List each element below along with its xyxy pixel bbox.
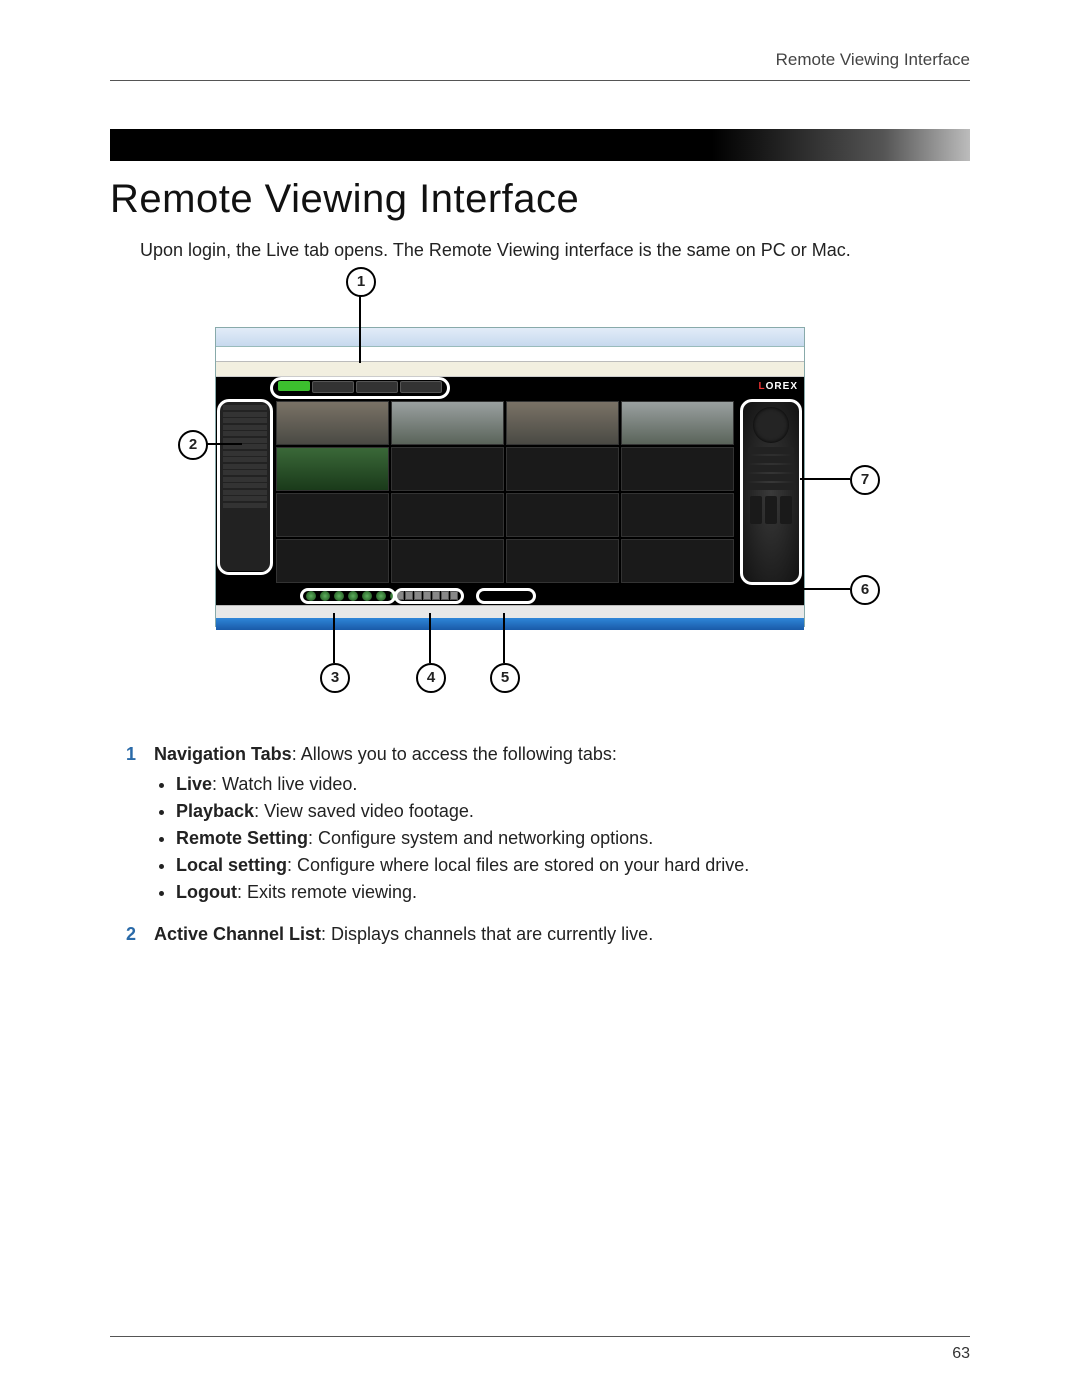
video-tile[interactable] [621, 539, 734, 583]
desc-body: Navigation Tabs: Allows you to access th… [154, 741, 970, 907]
video-tile[interactable] [621, 401, 734, 445]
windows-taskbar [216, 618, 804, 630]
browser-statusbar [216, 605, 804, 618]
bullet: Live: Watch live video. [176, 771, 970, 797]
video-tile[interactable] [506, 447, 619, 491]
desc-bullets: Live: Watch live video. Playback: View s… [154, 771, 970, 905]
bullet: Remote Setting: Configure system and net… [176, 825, 970, 851]
leader-1 [359, 295, 361, 363]
app-viewport: LOREX [216, 377, 804, 605]
leader-6 [800, 588, 850, 590]
video-tile[interactable] [276, 493, 389, 537]
video-tile[interactable] [276, 401, 389, 445]
desc-term: Active Channel List [154, 924, 321, 944]
bullet: Local setting: Configure where local fil… [176, 852, 970, 878]
desc-number: 1 [126, 741, 154, 907]
video-tile[interactable] [506, 401, 619, 445]
video-tile[interactable] [391, 539, 504, 583]
header-rule [110, 80, 970, 81]
page-title: Remote Viewing Interface [110, 177, 970, 222]
browser-titlebar [216, 328, 804, 347]
description-list: 1 Navigation Tabs: Allows you to access … [126, 741, 970, 947]
highlight-tabs [270, 377, 450, 399]
highlight-panel [740, 399, 802, 585]
footer-rule [110, 1336, 970, 1337]
title-bar [110, 129, 970, 161]
leader-4 [429, 613, 431, 663]
desc-body: Active Channel List: Displays channels t… [154, 921, 970, 947]
callout-4: 4 [416, 663, 446, 693]
running-header: Remote Viewing Interface [110, 50, 970, 70]
callout-7: 7 [850, 465, 880, 495]
figure: 1 2 3 4 5 6 7 LOREX [160, 267, 920, 707]
browser-addressbar [216, 347, 804, 362]
bullet: Playback: View saved video footage. [176, 798, 970, 824]
highlight-chlist [217, 399, 273, 575]
leader-3 [333, 613, 335, 663]
intro-text: Upon login, the Live tab opens. The Remo… [140, 240, 970, 261]
callout-3: 3 [320, 663, 350, 693]
callout-6: 6 [850, 575, 880, 605]
video-tile[interactable] [506, 493, 619, 537]
desc-tail: : Displays channels that are currently l… [321, 924, 653, 944]
highlight-layouts [394, 588, 464, 604]
video-tile[interactable] [391, 493, 504, 537]
highlight-extra [476, 588, 536, 604]
desc-number: 2 [126, 921, 154, 947]
callout-1: 1 [346, 267, 376, 297]
desc-term: Navigation Tabs [154, 744, 292, 764]
leader-5 [503, 613, 505, 663]
callout-2: 2 [178, 430, 208, 460]
brand-logo: LOREX [759, 381, 798, 392]
page-number: 63 [952, 1345, 970, 1363]
video-tile[interactable] [391, 401, 504, 445]
browser-favbar [216, 362, 804, 377]
desc-item-1: 1 Navigation Tabs: Allows you to access … [126, 741, 970, 907]
video-tile[interactable] [621, 493, 734, 537]
callout-5: 5 [490, 663, 520, 693]
bullet: Logout: Exits remote viewing. [176, 879, 970, 905]
leader-7 [800, 478, 850, 480]
video-tile[interactable] [506, 539, 619, 583]
video-tile[interactable] [391, 447, 504, 491]
video-grid [276, 401, 734, 583]
video-tile[interactable] [621, 447, 734, 491]
document-page: Remote Viewing Interface Remote Viewing … [0, 0, 1080, 1397]
desc-tail: : Allows you to access the following tab… [292, 744, 617, 764]
highlight-toolbar [300, 588, 396, 604]
leader-2 [206, 443, 242, 445]
desc-item-2: 2 Active Channel List: Displays channels… [126, 921, 970, 947]
screenshot: LOREX [215, 327, 805, 627]
video-tile[interactable] [276, 447, 389, 491]
video-tile[interactable] [276, 539, 389, 583]
